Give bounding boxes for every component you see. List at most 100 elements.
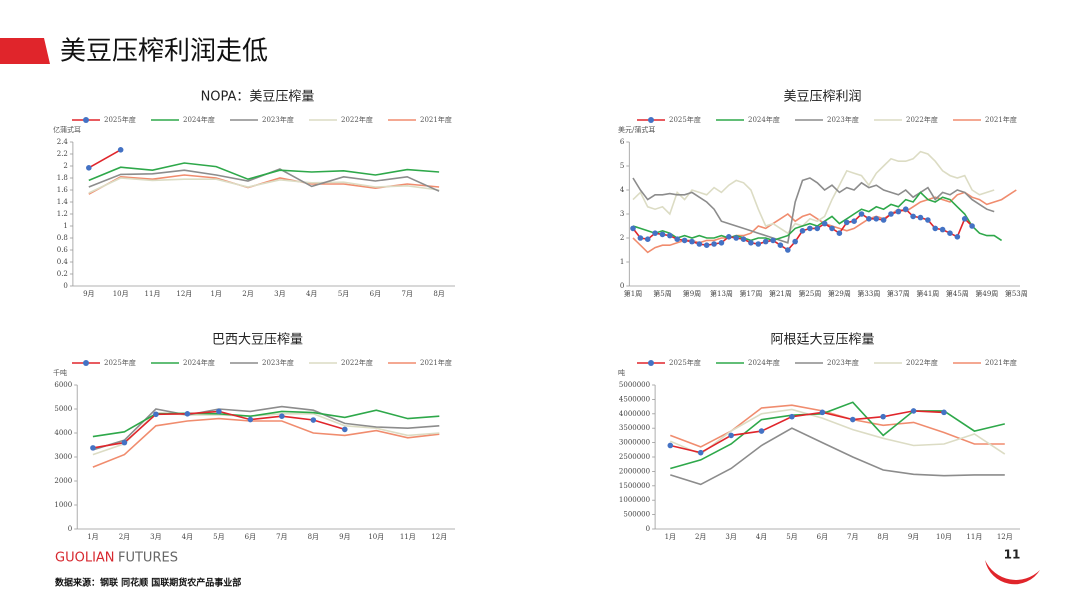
data-point <box>836 230 843 236</box>
data-point <box>777 242 784 248</box>
data-point <box>939 226 946 233</box>
x-tick-label: 3月 <box>150 533 161 541</box>
data-point <box>711 241 717 247</box>
y-tick-label: 0 <box>68 525 72 533</box>
data-point <box>697 449 704 456</box>
x-tick-label: 9月 <box>83 290 94 298</box>
y-tick-label: 4 <box>620 186 625 194</box>
data-point <box>858 211 865 217</box>
y-tick-label: 1.4 <box>57 198 69 206</box>
data-point <box>630 225 636 232</box>
chart-title: 巴西大豆压榨量 <box>212 332 303 348</box>
data-point <box>718 240 725 246</box>
data-point <box>279 413 285 420</box>
y-axis-unit: 美元/蒲式耳 <box>618 125 655 134</box>
y-tick-label: 1 <box>63 222 67 230</box>
y-tick-label: 3000000 <box>619 439 650 447</box>
x-tick-label: 6月 <box>370 290 381 298</box>
y-tick-label: 1000 <box>54 501 72 509</box>
series-line <box>92 417 440 468</box>
brand-suffix: FUTURES <box>118 551 178 566</box>
page-decoration <box>985 560 1040 585</box>
data-point <box>726 234 732 240</box>
series-line <box>88 174 440 195</box>
legend-label: 2023年度 <box>827 358 859 367</box>
data-point <box>758 428 765 434</box>
data-point <box>880 217 887 223</box>
data-point <box>748 240 754 246</box>
x-tick-label: 7月 <box>402 290 413 298</box>
y-tick-label: 2000 <box>54 477 72 485</box>
y-tick-label: 0 <box>620 282 624 290</box>
data-point <box>789 413 795 420</box>
legend-label: 2025年度 <box>669 115 701 124</box>
slide-title: 美豆压榨利润走低 <box>60 37 268 67</box>
series-line <box>88 149 122 169</box>
legend-label: 2025年度 <box>669 358 701 367</box>
data-point <box>117 147 124 153</box>
x-tick-label: 1月 <box>87 533 98 541</box>
legend-label: 2022年度 <box>906 115 938 124</box>
data-point <box>910 213 916 220</box>
x-tick-label: 第37周 <box>887 289 910 298</box>
chart-title: 阿根廷大豆压榨量 <box>770 332 874 348</box>
data-point <box>969 223 975 229</box>
data-point <box>807 225 813 232</box>
y-tick-label: 0.4 <box>57 258 69 266</box>
y-tick-label: 1 <box>620 258 624 266</box>
data-point <box>961 216 968 222</box>
x-tick-label: 第33周 <box>857 289 880 298</box>
y-tick-label: 0.2 <box>57 270 68 278</box>
legend-marker <box>648 117 654 123</box>
y-tick-label: 3000 <box>54 453 72 461</box>
data-point <box>121 439 128 446</box>
legend-marker <box>83 360 89 366</box>
y-tick-label: 1.8 <box>57 174 68 182</box>
x-tick-label: 第49周 <box>975 289 998 298</box>
y-tick-label: 4000 <box>54 429 72 437</box>
data-point <box>667 232 673 239</box>
x-tick-label: 11月 <box>400 533 416 541</box>
series-line <box>92 410 346 449</box>
data-point <box>917 214 924 221</box>
y-tick-label: 3 <box>620 210 624 218</box>
data-point <box>689 238 695 245</box>
data-point <box>954 234 961 240</box>
x-tick-label: 7月 <box>276 533 287 541</box>
header-bar <box>0 38 50 64</box>
legend-label: 2023年度 <box>262 358 294 367</box>
y-tick-label: 5 <box>620 162 624 170</box>
data-point <box>696 241 703 247</box>
y-tick-label: 2500000 <box>619 453 650 461</box>
chart-title: 美豆压榨利润 <box>783 89 861 105</box>
data-point <box>849 416 856 423</box>
legend-label: 2024年度 <box>748 115 780 124</box>
data-point <box>342 426 348 433</box>
x-tick-label: 4月 <box>306 290 317 298</box>
page-number: 11 <box>1004 548 1021 562</box>
legend-label: 2024年度 <box>183 358 215 367</box>
legend-label: 2022年度 <box>906 358 938 367</box>
legend-label: 2021年度 <box>985 115 1017 124</box>
brand-name: GUOLIAN <box>55 551 115 566</box>
data-point <box>880 413 886 420</box>
data-point <box>895 208 902 215</box>
y-tick-label: 2000000 <box>619 467 650 475</box>
data-point <box>843 219 850 226</box>
x-tick-label: 1月 <box>665 533 676 541</box>
data-point <box>873 216 880 222</box>
legend-label: 2021年度 <box>420 358 452 367</box>
x-tick-label: 6月 <box>817 533 828 541</box>
y-tick-label: 2.2 <box>57 150 68 158</box>
x-tick-label: 第17周 <box>739 289 762 298</box>
data-point <box>925 217 931 223</box>
data-point <box>792 238 798 245</box>
data-point <box>703 242 710 248</box>
x-tick-label: 第29周 <box>828 289 851 298</box>
data-point <box>247 416 254 423</box>
series-line <box>88 177 440 194</box>
series-line <box>92 411 440 456</box>
x-tick-label: 5月 <box>786 533 797 541</box>
x-tick-label: 8月 <box>433 290 444 298</box>
